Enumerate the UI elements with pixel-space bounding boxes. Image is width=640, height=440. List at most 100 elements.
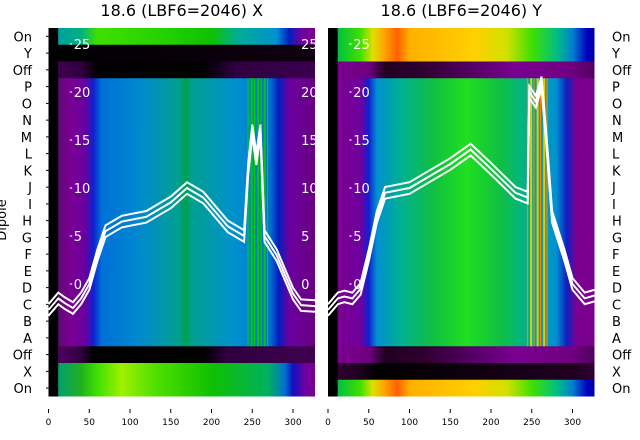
- heatmap-row: [48, 28, 316, 46]
- heatmap-row: [328, 346, 595, 364]
- x-tick-label: 200: [203, 418, 220, 428]
- heatmap-stripe: [533, 78, 535, 347]
- x-tick-label: 150: [162, 418, 179, 428]
- row-label: J: [611, 181, 616, 196]
- heatmap-row: [328, 279, 595, 297]
- row-label: On: [612, 382, 630, 397]
- panel-x: 0 0 5 5 10 10 15 15 20 20 25 25 On Y Off PONMLKJIHGFEDC…: [13, 1, 318, 428]
- heatmap-stripe: [530, 78, 533, 347]
- row-label: H: [612, 215, 622, 230]
- heatmap-row: [328, 61, 595, 79]
- heatmap-row: [48, 279, 316, 297]
- x-tick-label: 50: [84, 418, 96, 428]
- x-tick-label: 150: [442, 418, 459, 428]
- row-label: X: [23, 365, 32, 380]
- heatmap-stripe: [526, 78, 529, 347]
- row-label: M: [612, 131, 623, 146]
- x-tick-label: 300: [564, 418, 581, 428]
- overlay-tick-label: 5: [353, 230, 361, 245]
- heatmap-row: [48, 162, 316, 180]
- heatmap-row: [48, 44, 316, 62]
- row-label: Y: [611, 47, 620, 62]
- row-label: Off: [13, 349, 33, 364]
- row-label: E: [24, 265, 32, 280]
- y-axis-label: Dipole: [0, 199, 10, 240]
- row-label: On: [612, 30, 630, 45]
- heatmap-row: [48, 262, 316, 280]
- overlay-line: [48, 130, 316, 311]
- row-label: L: [25, 148, 33, 163]
- x-tick-label: 250: [244, 418, 261, 428]
- row-label: C: [612, 298, 621, 313]
- heatmap-row: [48, 346, 316, 364]
- row-label: On: [14, 30, 32, 45]
- row-label: Y: [23, 47, 32, 62]
- row-label: O: [22, 97, 32, 112]
- overlay-tick-label-right: 0: [301, 278, 309, 293]
- row-label: E: [612, 265, 620, 280]
- heatmap-stripe: [260, 78, 262, 347]
- heatmap-stripe: [253, 78, 256, 347]
- heatmap-row: [48, 379, 316, 397]
- overlay-tick-label-right: 10: [301, 182, 318, 197]
- overlay-tick-label: 5: [74, 230, 82, 245]
- x-tick-label: 100: [121, 418, 138, 428]
- row-label: I: [28, 198, 32, 213]
- x-tick-label: 200: [482, 418, 499, 428]
- overlay-line: [328, 76, 595, 305]
- row-label: On: [14, 382, 32, 397]
- heatmap-row: [328, 28, 595, 46]
- x-tick-label: 0: [46, 418, 52, 428]
- row-label: F: [25, 248, 32, 263]
- x-tick-label: 250: [523, 418, 540, 428]
- x-tick-label: 100: [401, 418, 418, 428]
- row-label: P: [24, 81, 32, 96]
- heatmap-row: [48, 61, 316, 79]
- heatmap-row: [328, 111, 595, 129]
- heatmap-row: [48, 229, 316, 247]
- heatmap-row: [328, 44, 595, 62]
- heatmap-row: [328, 195, 595, 213]
- overlay-line: [328, 87, 595, 317]
- overlay-tick-label: 25: [353, 38, 370, 53]
- row-label: A: [612, 332, 621, 347]
- heatmap-row: [328, 379, 595, 397]
- overlay-line: [328, 82, 595, 311]
- heatmap-row: [328, 312, 595, 330]
- heatmap-row: [48, 329, 316, 347]
- heatmap-row: [328, 296, 595, 314]
- row-label: I: [612, 198, 616, 213]
- row-label: Off: [612, 349, 632, 364]
- row-label: H: [22, 215, 32, 230]
- row-label: K: [23, 164, 32, 179]
- overlay-tick-label: 10: [74, 182, 91, 197]
- row-label: O: [612, 97, 622, 112]
- overlay-tick-label-right: 5: [301, 230, 309, 245]
- heatmap-stripe: [250, 78, 253, 347]
- heatmap-row: [48, 111, 316, 129]
- overlay-tick-label-right: 25: [301, 38, 318, 53]
- heatmap-row: [48, 363, 316, 381]
- overlay-tick-label: 25: [74, 38, 91, 53]
- heatmap-row: [48, 296, 316, 314]
- overlay-tick-label: 0: [74, 278, 82, 293]
- overlay-tick-label: 15: [353, 134, 370, 149]
- row-label: B: [23, 315, 32, 330]
- heatmap-row: [328, 329, 595, 347]
- row-label: C: [23, 298, 32, 313]
- row-label: A: [23, 332, 32, 347]
- panel-title: 18.6 (LBF6=2046) X: [100, 1, 263, 20]
- row-label: D: [612, 282, 622, 297]
- overlay-tick-label: 10: [353, 182, 370, 197]
- row-label: P: [612, 81, 620, 96]
- heatmap-stripe: [266, 78, 269, 347]
- heatmap-stripe: [257, 78, 260, 347]
- row-label: G: [22, 231, 32, 246]
- x-tick-label: 50: [363, 418, 375, 428]
- row-label: L: [612, 148, 620, 163]
- row-label: M: [21, 131, 32, 146]
- overlay-tick-label-right: 15: [301, 134, 318, 149]
- row-label: D: [22, 282, 32, 297]
- row-label: Off: [13, 64, 33, 79]
